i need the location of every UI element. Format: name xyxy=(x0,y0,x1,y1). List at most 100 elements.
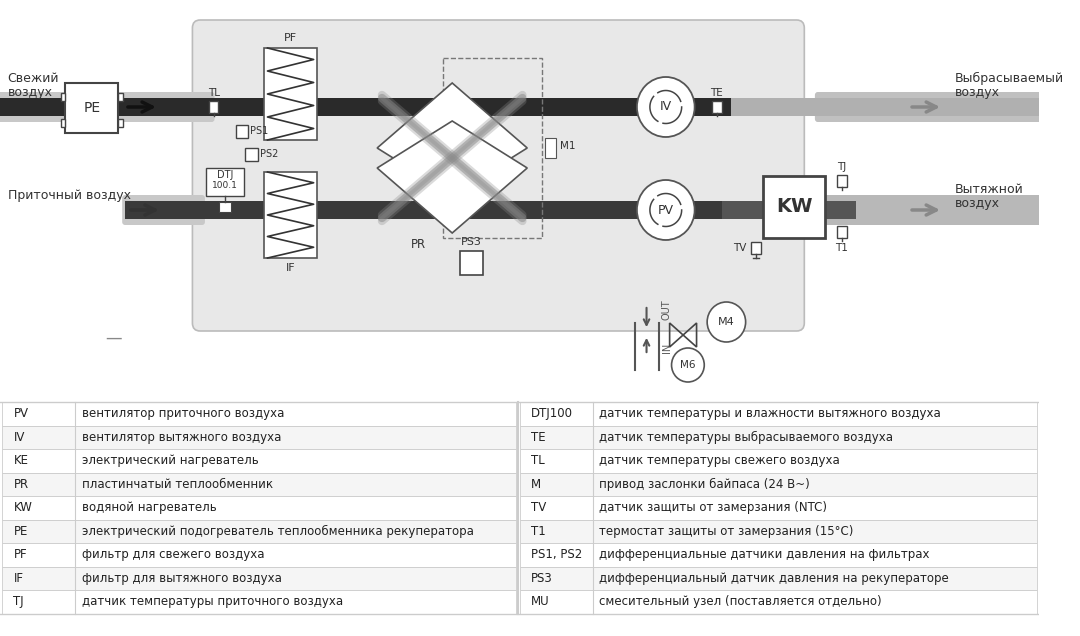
Bar xyxy=(762,176,825,238)
Text: MU: MU xyxy=(531,595,550,608)
Polygon shape xyxy=(377,83,527,195)
Bar xyxy=(264,48,318,140)
Text: KE: KE xyxy=(13,454,28,467)
Text: PR: PR xyxy=(411,238,427,251)
Text: OUT: OUT xyxy=(662,300,672,321)
Bar xyxy=(519,567,1037,590)
Text: пластинчатый теплообменник: пластинчатый теплообменник xyxy=(82,478,273,491)
FancyBboxPatch shape xyxy=(0,92,215,122)
Text: IV: IV xyxy=(660,100,672,113)
Text: M1: M1 xyxy=(559,141,576,151)
Bar xyxy=(519,590,1037,614)
Bar xyxy=(60,119,66,127)
Text: TJ: TJ xyxy=(837,162,847,172)
Text: M: M xyxy=(531,478,541,491)
Bar xyxy=(208,101,218,113)
Text: TE: TE xyxy=(711,88,724,98)
Bar xyxy=(712,101,721,113)
Circle shape xyxy=(637,77,694,137)
Text: TL: TL xyxy=(531,454,544,467)
Text: PS2: PS2 xyxy=(260,149,279,159)
Text: дифференциальный датчик давления на рекуператоре: дифференциальный датчик давления на реку… xyxy=(599,572,949,584)
Text: термостат защиты от замерзания (15°C): термостат защиты от замерзания (15°C) xyxy=(599,525,854,538)
Text: Выбрасываемый: Выбрасываемый xyxy=(955,72,1064,85)
FancyBboxPatch shape xyxy=(125,201,721,219)
Text: PF: PF xyxy=(13,548,27,561)
FancyBboxPatch shape xyxy=(0,98,798,116)
Bar xyxy=(2,449,515,473)
Text: фильтр для вытяжного воздуха: фильтр для вытяжного воздуха xyxy=(82,572,282,584)
Bar xyxy=(519,543,1037,567)
Text: PS3: PS3 xyxy=(531,572,553,584)
Text: IF: IF xyxy=(13,572,24,584)
Text: датчик температуры приточного воздуха: датчик температуры приточного воздуха xyxy=(82,595,343,608)
FancyBboxPatch shape xyxy=(192,20,805,331)
Text: DTJ: DTJ xyxy=(217,170,233,180)
Text: датчик защиты от замерзания (NTC): датчик защиты от замерзания (NTC) xyxy=(599,501,827,515)
Text: Вытяжной: Вытяжной xyxy=(955,183,1023,196)
Bar xyxy=(119,119,123,127)
Bar xyxy=(544,138,556,158)
Text: DTJ100: DTJ100 xyxy=(531,407,573,420)
Bar xyxy=(60,93,66,101)
Text: смесительный узел (поставляется отдельно): смесительный узел (поставляется отдельно… xyxy=(599,595,882,608)
Bar xyxy=(2,567,515,590)
Text: 100.1: 100.1 xyxy=(212,181,238,191)
Text: датчик температуры выбрасываемого воздуха: датчик температуры выбрасываемого воздух… xyxy=(599,431,893,444)
Text: датчик температуры и влажности вытяжного воздуха: датчик температуры и влажности вытяжного… xyxy=(599,407,941,420)
Bar xyxy=(2,496,515,520)
Text: T1: T1 xyxy=(531,525,545,538)
FancyBboxPatch shape xyxy=(820,195,1042,225)
Text: фильтр для свежего воздуха: фильтр для свежего воздуха xyxy=(82,548,265,561)
Bar xyxy=(519,402,1037,425)
Text: датчик температуры свежего воздуха: датчик температуры свежего воздуха xyxy=(599,454,840,467)
Text: привод заслонки байпаса (24 В~): привод заслонки байпаса (24 В~) xyxy=(599,478,810,491)
Text: PS3: PS3 xyxy=(461,237,482,247)
Bar xyxy=(519,496,1037,520)
Text: водяной нагреватель: водяной нагреватель xyxy=(82,501,216,515)
Text: воздух: воздух xyxy=(955,86,999,99)
Text: электрический нагреватель: электрический нагреватель xyxy=(82,454,258,467)
Text: KW: KW xyxy=(13,501,32,515)
Text: IV: IV xyxy=(13,431,25,444)
Text: воздух: воздух xyxy=(955,197,999,210)
Bar xyxy=(245,148,258,161)
Text: TL: TL xyxy=(207,88,219,98)
Bar xyxy=(2,520,515,543)
Text: воздух: воздух xyxy=(8,86,53,99)
Text: TJ: TJ xyxy=(13,595,24,608)
FancyBboxPatch shape xyxy=(8,98,212,116)
Bar xyxy=(519,425,1037,449)
Text: PF: PF xyxy=(284,33,297,43)
Text: дифференциальные датчики давления на фильтрах: дифференциальные датчики давления на фил… xyxy=(599,548,930,561)
Bar xyxy=(2,402,515,425)
Text: Приточный воздух: Приточный воздух xyxy=(8,189,131,202)
Text: вентилятор приточного воздуха: вентилятор приточного воздуха xyxy=(82,407,284,420)
Bar xyxy=(2,543,515,567)
Bar xyxy=(519,520,1037,543)
Bar xyxy=(2,590,515,614)
Text: PR: PR xyxy=(13,478,28,491)
Text: PS1, PS2: PS1, PS2 xyxy=(531,548,582,561)
Bar xyxy=(2,473,515,496)
Text: PE: PE xyxy=(13,525,28,538)
Bar xyxy=(519,473,1037,496)
Text: TV: TV xyxy=(733,243,746,253)
Text: PV: PV xyxy=(13,407,28,420)
Bar xyxy=(66,83,119,133)
Text: M4: M4 xyxy=(718,317,734,327)
Bar xyxy=(837,175,847,187)
Bar xyxy=(2,425,515,449)
Text: PS1: PS1 xyxy=(251,126,269,136)
Bar xyxy=(235,125,248,138)
Text: Свежий: Свежий xyxy=(8,72,59,85)
Circle shape xyxy=(707,302,745,342)
Bar xyxy=(752,242,761,254)
Bar xyxy=(206,168,244,196)
Bar xyxy=(519,449,1037,473)
Text: TV: TV xyxy=(531,501,546,515)
Bar xyxy=(264,172,318,258)
Circle shape xyxy=(672,348,704,382)
Polygon shape xyxy=(377,121,527,233)
Text: T1: T1 xyxy=(836,243,848,253)
